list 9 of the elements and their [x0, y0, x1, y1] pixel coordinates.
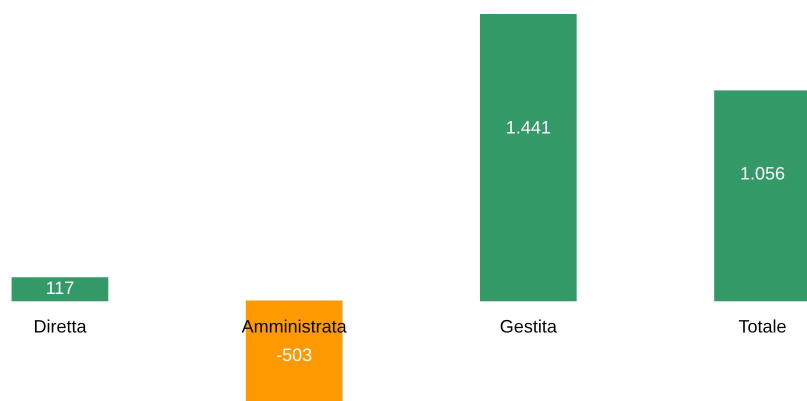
x-tick-label: Totale: [738, 316, 787, 337]
data-label: 1.056: [740, 164, 786, 184]
data-label: 117: [46, 278, 74, 298]
data-label: -503: [276, 344, 312, 365]
bar: [12, 277, 108, 302]
x-tick-label: Diretta: [33, 316, 88, 337]
data-label: 1.441: [506, 118, 551, 138]
bar: [480, 14, 577, 302]
x-tick-label: Gestita: [500, 316, 558, 337]
